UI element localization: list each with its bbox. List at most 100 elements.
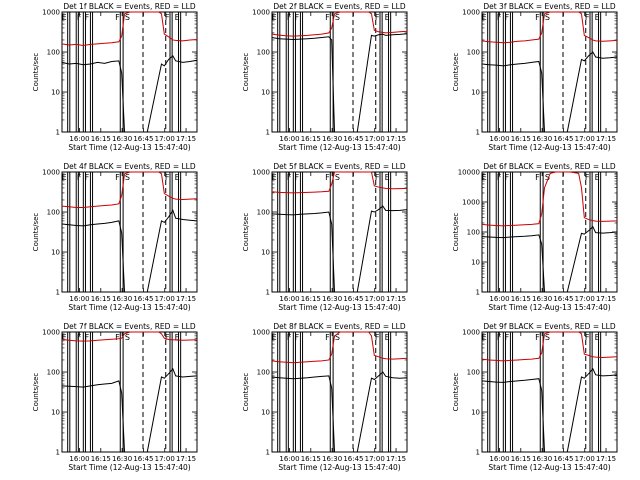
x-tick-label: 16:45: [553, 455, 573, 463]
y-tick-label: 1: [56, 449, 60, 457]
top-event-label: F: [585, 13, 590, 22]
y-tick-label: 1: [266, 449, 270, 457]
y-tick-label: 10: [51, 89, 60, 97]
x-tick-label: 17:00: [575, 135, 595, 143]
y-tick-label: 100: [257, 209, 270, 217]
y-tick-label: 10: [51, 249, 60, 257]
lld-series-line: [481, 171, 618, 227]
top-event-label: E: [385, 333, 390, 342]
top-event-label: F: [375, 333, 380, 342]
x-tick-label: 16:00: [279, 295, 299, 303]
y-axis-label: Counts/sec: [32, 53, 40, 92]
y-tick-label: 100: [257, 369, 270, 377]
y-tick-label: 1000: [462, 329, 480, 337]
y-axis-label: Counts/sec: [242, 213, 250, 252]
top-event-label: E: [482, 13, 487, 22]
y-tick-label: 1: [56, 129, 60, 137]
x-axis-label: Start Time (12-Aug-13 15:47:40): [278, 303, 400, 312]
y-tick-label: 1: [266, 289, 270, 297]
lld-series-line: [61, 331, 198, 342]
x-tick-label: 17:15: [386, 455, 406, 463]
x-tick-label: 16:00: [69, 455, 89, 463]
panel-title: Det 5f BLACK = Events, RED = LLD: [273, 162, 406, 171]
top-event-label: F: [497, 13, 502, 22]
y-tick-label: 10: [471, 259, 480, 267]
top-event-label: S: [125, 173, 130, 182]
x-tick-label: 17:00: [155, 455, 175, 463]
plot-frame: [481, 171, 618, 293]
x-tick-label: 16:00: [69, 295, 89, 303]
top-event-label: F: [497, 333, 502, 342]
x-tick-label: 16:15: [91, 455, 111, 463]
top-event-label: F: [375, 13, 380, 22]
top-event-label: F: [535, 173, 540, 182]
x-tick-label: 17:00: [365, 455, 385, 463]
top-event-label: E: [482, 173, 487, 182]
y-axis-label: Counts/sec: [242, 53, 250, 92]
x-tick-label: 17:15: [176, 455, 196, 463]
x-tick-label: 16:15: [511, 455, 531, 463]
top-event-label: F: [325, 333, 330, 342]
x-tick-label: 16:30: [112, 295, 132, 303]
panel-title: Det 1f BLACK = Events, RED = LLD: [63, 2, 196, 11]
events-series-line: [271, 33, 408, 133]
top-event-label: E: [595, 173, 600, 182]
x-tick-label: 17:15: [596, 295, 616, 303]
y-tick-label: 100: [257, 49, 270, 57]
top-event-label: F: [165, 333, 170, 342]
y-tick-label: 1000: [462, 9, 480, 17]
y-tick-label: 1: [476, 289, 480, 297]
top-event-label: F: [505, 13, 510, 22]
x-tick-label: 16:30: [112, 135, 132, 143]
panel-title: Det 9f BLACK = Events, RED = LLD: [483, 322, 616, 331]
x-axis-label: Start Time (12-Aug-13 15:47:40): [68, 143, 190, 152]
x-tick-label: 16:15: [301, 295, 321, 303]
x-axis-label: Start Time (12-Aug-13 15:47:40): [68, 303, 190, 312]
x-tick-label: 16:45: [343, 455, 363, 463]
x-tick-label: 17:00: [365, 135, 385, 143]
panel-title: Det 2f BLACK = Events, RED = LLD: [273, 2, 406, 11]
x-tick-label: 16:00: [279, 135, 299, 143]
x-tick-label: 16:45: [133, 455, 153, 463]
top-event-label: F: [585, 333, 590, 342]
x-tick-label: 16:15: [511, 295, 531, 303]
top-event-label: E: [482, 333, 487, 342]
x-axis-label: Start Time (12-Aug-13 15:47:40): [278, 143, 400, 152]
top-event-label: E: [595, 333, 600, 342]
top-event-label: F: [505, 333, 510, 342]
x-tick-label: 16:15: [91, 135, 111, 143]
y-axis-label: Counts/sec: [32, 373, 40, 412]
x-tick-label: 16:45: [343, 295, 363, 303]
y-tick-label: 100: [47, 209, 60, 217]
x-tick-label: 16:00: [489, 135, 509, 143]
y-tick-label: 10: [261, 89, 270, 97]
x-axis-label: Start Time (12-Aug-13 15:47:40): [278, 463, 400, 472]
plot-frame: [481, 331, 618, 453]
x-tick-label: 16:45: [133, 295, 153, 303]
events-series-line: [271, 371, 408, 453]
events-series-line: [481, 51, 618, 133]
top-event-label: S: [335, 13, 340, 22]
y-tick-label: 1000: [42, 9, 60, 17]
y-tick-label: 10000: [458, 169, 480, 177]
x-tick-label: 17:15: [176, 135, 196, 143]
plot-frame: [61, 331, 198, 453]
top-event-label: S: [335, 333, 340, 342]
x-tick-label: 17:00: [575, 295, 595, 303]
lld-series-line: [271, 331, 408, 364]
x-tick-label: 17:00: [575, 455, 595, 463]
y-tick-label: 10: [471, 409, 480, 417]
top-event-label: F: [77, 13, 82, 22]
x-tick-label: 16:30: [322, 455, 342, 463]
x-tick-label: 17:15: [386, 295, 406, 303]
top-event-label: E: [62, 173, 67, 182]
top-event-label: E: [272, 333, 277, 342]
x-axis-label: Start Time (12-Aug-13 15:47:40): [488, 463, 610, 472]
top-event-label: E: [385, 13, 390, 22]
x-tick-label: 17:00: [155, 295, 175, 303]
top-event-label: E: [595, 13, 600, 22]
x-tick-label: 16:45: [553, 135, 573, 143]
top-event-label: E: [385, 173, 390, 182]
y-tick-label: 10: [51, 409, 60, 417]
